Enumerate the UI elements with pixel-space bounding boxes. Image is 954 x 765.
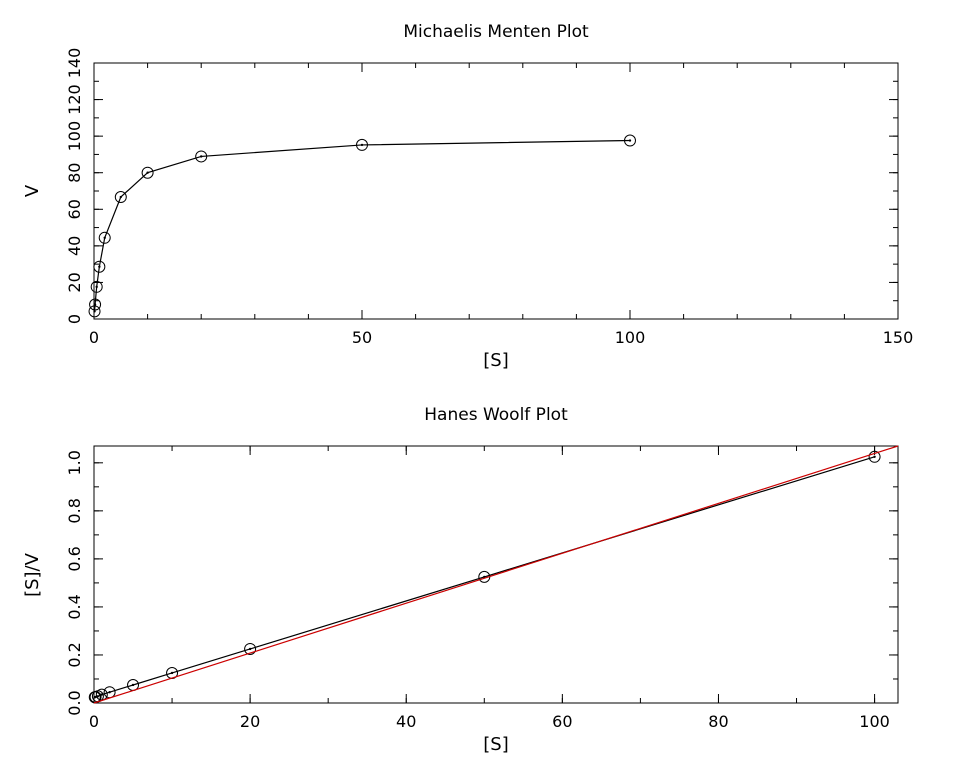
hanes-woolf-y-tick-label: 0.8 bbox=[65, 498, 84, 523]
michaelis-menten-data-point-dot bbox=[628, 139, 632, 142]
hanes-woolf-series-line-1 bbox=[93, 445, 899, 704]
hanes-woolf-data-point-dot bbox=[873, 455, 876, 459]
michaelis-menten-plot-frame bbox=[93, 62, 899, 320]
michaelis-menten-x-tick-label: 0 bbox=[89, 328, 99, 347]
michaelis-menten-data-point bbox=[93, 260, 106, 273]
michaelis-menten-data-point bbox=[88, 305, 101, 318]
michaelis-menten-data-point-ring bbox=[356, 138, 368, 151]
hanes-woolf-data-point-dot bbox=[100, 693, 104, 696]
michaelis-menten-ticks bbox=[93, 62, 899, 320]
michaelis-menten-data-point-ring bbox=[89, 298, 102, 311]
hanes-woolf-chart: Hanes Woolf Plot 0 20 40 60 80 100 0.0 0.2 0.4 0.… bbox=[22, 405, 899, 755]
hanes-woolf-data-point bbox=[95, 688, 108, 701]
michaelis-menten-y-tick-label: 80 bbox=[65, 163, 84, 183]
michaelis-menten-data-point-dot bbox=[103, 236, 106, 240]
hanes-woolf-y-tick-label: 0.0 bbox=[65, 690, 84, 715]
hanes-woolf-y-axis-label: [S]/V bbox=[22, 552, 43, 597]
michaelis-menten-data-point bbox=[114, 191, 127, 204]
michaelis-menten-data-point bbox=[141, 166, 154, 179]
hanes-woolf-data-point bbox=[868, 450, 881, 463]
michaelis-menten-title: Michaelis Menten Plot bbox=[403, 22, 589, 42]
michaelis-menten-data-point bbox=[98, 231, 111, 244]
michaelis-menten-x-tick-label: 50 bbox=[352, 328, 372, 347]
michaelis-menten-data-point-dot bbox=[119, 195, 123, 199]
michaelis-menten-data-point bbox=[90, 280, 103, 293]
michaelis-menten-data-point-dot bbox=[95, 285, 98, 289]
michaelis-menten-y-tick-label: 0 bbox=[65, 314, 84, 324]
hanes-woolf-ticks bbox=[93, 446, 898, 704]
hanes-woolf-x-axis-label: [S] bbox=[483, 734, 508, 755]
hanes-woolf-plot-frame bbox=[93, 445, 899, 704]
hanes-woolf-data-point bbox=[244, 642, 257, 655]
michaelis-menten-data-point-dot bbox=[98, 265, 101, 268]
hanes-woolf-x-tick-label: 100 bbox=[859, 712, 890, 731]
michaelis-menten-data-point bbox=[195, 150, 208, 163]
hanes-woolf-x-tick-label: 80 bbox=[708, 712, 728, 731]
hanes-woolf-tick-labels: 0 20 40 60 80 100 0.0 0.2 0.4 0.6 0.8 1.0 bbox=[65, 450, 890, 731]
michaelis-menten-y-axis-label: V bbox=[22, 184, 43, 197]
michaelis-menten-y-tick-label: 60 bbox=[65, 199, 84, 219]
michaelis-menten-tick-labels: 0 50 100 150 0 20 40 60 80 100 120 140 bbox=[65, 48, 913, 347]
michaelis-menten-data-point-ring bbox=[195, 150, 208, 163]
michaelis-menten-data-point-dot bbox=[360, 143, 364, 147]
michaelis-menten-data-point bbox=[356, 138, 368, 151]
michaelis-menten-data-point-dot bbox=[93, 310, 96, 313]
michaelis-menten-x-axis-label: [S] bbox=[483, 350, 508, 371]
michaelis-menten-y-tick-label: 20 bbox=[65, 272, 84, 292]
michaelis-menten-data-point-ring bbox=[88, 305, 101, 318]
hanes-woolf-data-point-dot bbox=[108, 690, 111, 694]
michaelis-menten-y-tick-label: 100 bbox=[65, 121, 84, 152]
michaelis-menten-y-tick-label: 40 bbox=[65, 236, 84, 256]
michaelis-menten-x-tick-label: 150 bbox=[883, 328, 914, 347]
hanes-woolf-x-tick-label: 40 bbox=[396, 712, 416, 731]
michaelis-menten-y-tick-label: 140 bbox=[65, 48, 84, 79]
hanes-woolf-data-point-ring bbox=[868, 450, 881, 463]
michaelis-menten-data-point-ring bbox=[624, 134, 636, 147]
hanes-woolf-data-point-dot bbox=[248, 647, 252, 651]
hanes-woolf-data-point-dot bbox=[131, 683, 135, 687]
michaelis-menten-y-tick-label: 120 bbox=[65, 84, 84, 115]
michaelis-menten-data-point bbox=[624, 134, 636, 147]
michaelis-menten-data-point-ring bbox=[98, 231, 111, 244]
hanes-woolf-x-tick-label: 0 bbox=[89, 712, 99, 731]
hanes-woolf-title: Hanes Woolf Plot bbox=[424, 405, 568, 425]
hanes-woolf-x-tick-label: 20 bbox=[240, 712, 260, 731]
michaelis-menten-data-point-ring bbox=[114, 191, 127, 204]
michaelis-menten-series bbox=[88, 134, 636, 318]
hanes-woolf-y-tick-label: 0.2 bbox=[65, 642, 84, 667]
michaelis-menten-data-point-dot bbox=[146, 171, 149, 174]
hanes-woolf-data-point-dot bbox=[170, 671, 174, 675]
michaelis-menten-data-point-ring bbox=[93, 260, 106, 273]
michaelis-menten-series-line-0 bbox=[93, 139, 631, 312]
michaelis-menten-data-point-dot bbox=[93, 303, 97, 306]
hanes-woolf-data-point-ring bbox=[244, 642, 257, 655]
hanes-woolf-y-tick-label: 1.0 bbox=[65, 450, 84, 475]
michaelis-menten-data-point-dot bbox=[200, 155, 203, 158]
michaelis-menten-x-tick-label: 100 bbox=[615, 328, 646, 347]
michaelis-menten-chart: Michaelis Menten Plot 0 50 100 150 0 20 40 60 80… bbox=[22, 22, 913, 371]
hanes-woolf-series bbox=[88, 445, 899, 704]
michaelis-menten-data-point-ring bbox=[141, 166, 154, 179]
michaelis-menten-data-point bbox=[89, 298, 102, 311]
hanes-woolf-y-tick-label: 0.4 bbox=[65, 594, 84, 619]
michaelis-menten-data-point-ring bbox=[90, 280, 103, 293]
hanes-woolf-y-tick-label: 0.6 bbox=[65, 546, 84, 571]
hanes-woolf-data-point bbox=[103, 686, 116, 699]
hanes-woolf-x-tick-label: 60 bbox=[552, 712, 572, 731]
